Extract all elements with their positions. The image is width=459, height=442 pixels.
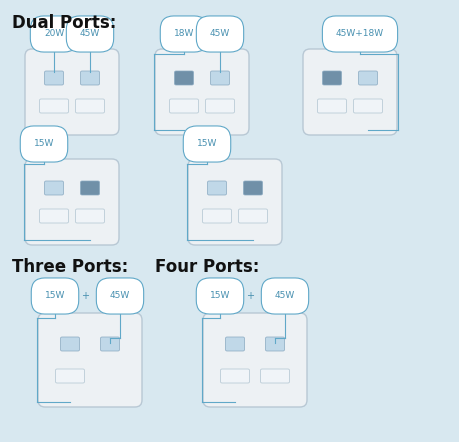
Text: 15W: 15W bbox=[209, 292, 230, 301]
Text: 20W: 20W bbox=[44, 30, 64, 38]
FancyBboxPatch shape bbox=[188, 159, 281, 245]
Text: 18W: 18W bbox=[174, 30, 194, 38]
FancyBboxPatch shape bbox=[25, 159, 119, 245]
FancyBboxPatch shape bbox=[260, 369, 289, 383]
Text: 15W: 15W bbox=[196, 140, 217, 149]
Text: 45W: 45W bbox=[110, 292, 130, 301]
FancyBboxPatch shape bbox=[238, 209, 267, 223]
FancyBboxPatch shape bbox=[317, 99, 346, 113]
Text: 15W: 15W bbox=[34, 140, 54, 149]
Text: Three Ports:: Three Ports: bbox=[12, 258, 128, 276]
FancyBboxPatch shape bbox=[61, 337, 79, 351]
FancyBboxPatch shape bbox=[205, 99, 234, 113]
Text: 45W: 45W bbox=[80, 30, 100, 38]
FancyBboxPatch shape bbox=[169, 99, 198, 113]
FancyBboxPatch shape bbox=[39, 209, 68, 223]
FancyBboxPatch shape bbox=[45, 181, 63, 195]
Text: +: + bbox=[246, 291, 253, 301]
FancyBboxPatch shape bbox=[56, 369, 84, 383]
Text: +: + bbox=[81, 291, 89, 301]
FancyBboxPatch shape bbox=[358, 71, 377, 85]
FancyBboxPatch shape bbox=[80, 71, 99, 85]
FancyBboxPatch shape bbox=[38, 313, 142, 407]
FancyBboxPatch shape bbox=[75, 209, 104, 223]
FancyBboxPatch shape bbox=[75, 99, 104, 113]
FancyBboxPatch shape bbox=[220, 369, 249, 383]
FancyBboxPatch shape bbox=[25, 49, 119, 135]
FancyBboxPatch shape bbox=[225, 337, 244, 351]
Text: Four Ports:: Four Ports: bbox=[155, 258, 259, 276]
FancyBboxPatch shape bbox=[265, 337, 284, 351]
FancyBboxPatch shape bbox=[39, 99, 68, 113]
FancyBboxPatch shape bbox=[207, 181, 226, 195]
FancyBboxPatch shape bbox=[302, 49, 396, 135]
Text: 45W: 45W bbox=[274, 292, 295, 301]
Text: 45W: 45W bbox=[209, 30, 230, 38]
Text: 15W: 15W bbox=[45, 292, 65, 301]
FancyBboxPatch shape bbox=[202, 209, 231, 223]
Text: 45W+18W: 45W+18W bbox=[335, 30, 383, 38]
FancyBboxPatch shape bbox=[353, 99, 382, 113]
FancyBboxPatch shape bbox=[243, 181, 262, 195]
FancyBboxPatch shape bbox=[202, 313, 306, 407]
FancyBboxPatch shape bbox=[174, 71, 193, 85]
FancyBboxPatch shape bbox=[100, 337, 119, 351]
Text: Dual Ports:: Dual Ports: bbox=[12, 14, 116, 32]
FancyBboxPatch shape bbox=[80, 181, 99, 195]
FancyBboxPatch shape bbox=[322, 71, 341, 85]
FancyBboxPatch shape bbox=[45, 71, 63, 85]
FancyBboxPatch shape bbox=[155, 49, 248, 135]
FancyBboxPatch shape bbox=[210, 71, 229, 85]
